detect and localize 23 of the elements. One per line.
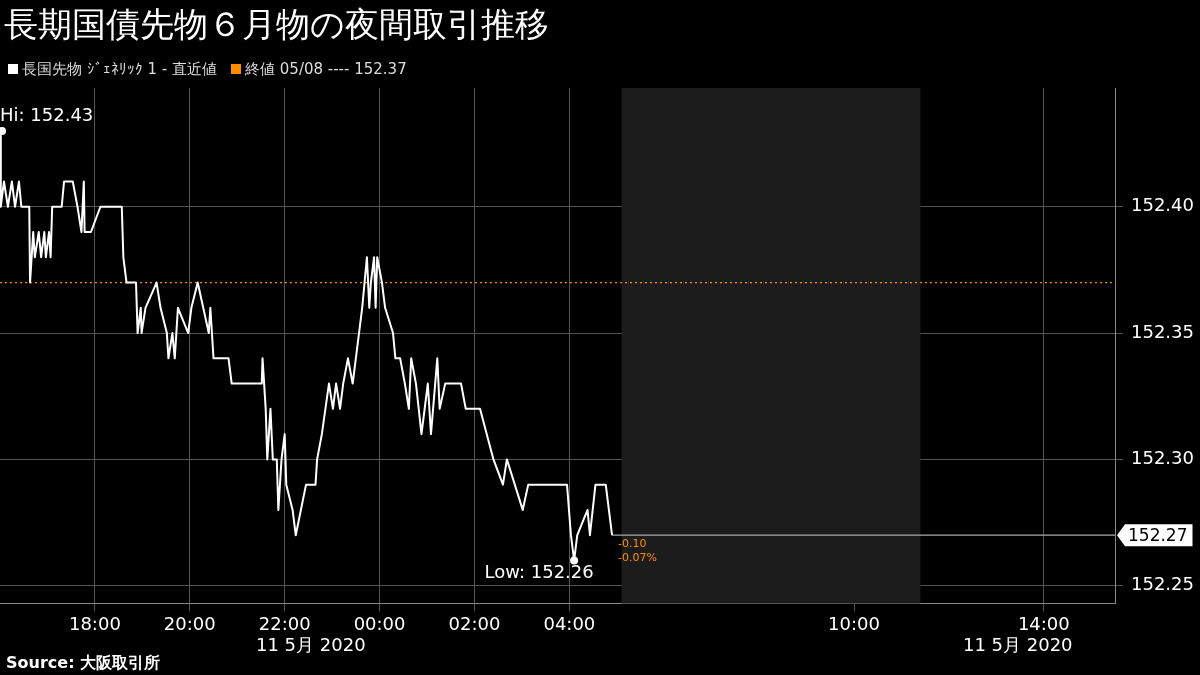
source-note: Source: 大阪取引所 (6, 653, 161, 673)
y-tick-label: 152.35 (1131, 320, 1194, 342)
annotation: Hi: 152.43 (0, 103, 94, 125)
x-tick-label: 04:00 (543, 612, 596, 634)
x-tick-label: 02:00 (448, 612, 501, 634)
y-tick-label: 152.40 (1131, 194, 1194, 216)
legend-label: 終値 05/08 ---- 152.37 (244, 60, 407, 79)
text: 11 5月 2020 (255, 634, 366, 656)
annotation: -0.07% (618, 550, 657, 564)
text: 11 5月 2020 (962, 634, 1073, 656)
x-tick-label: 18:00 (68, 612, 121, 634)
x-tick-label: 20:00 (163, 612, 216, 634)
x-tick-label: 22:00 (258, 612, 311, 634)
ref-line-label: 152.27 (1128, 524, 1188, 545)
y-tick-label: 152.30 (1131, 447, 1194, 469)
x-tick-label: 00:00 (353, 612, 406, 634)
annotation: Low: 152.26 (484, 561, 594, 583)
x-tick-label: 10:00 (828, 612, 880, 634)
y-tick-label: 152.25 (1131, 573, 1194, 595)
x-tick-label: 14:00 (1017, 612, 1070, 634)
annotation: -0.10 (618, 536, 647, 550)
chart-title: 長期国債先物６月物の夜間取引推移 (4, 3, 549, 46)
legend-label: 長国先物 ｼﾞｪﾈﾘｯｸ 1 - 直近値 (21, 60, 218, 79)
